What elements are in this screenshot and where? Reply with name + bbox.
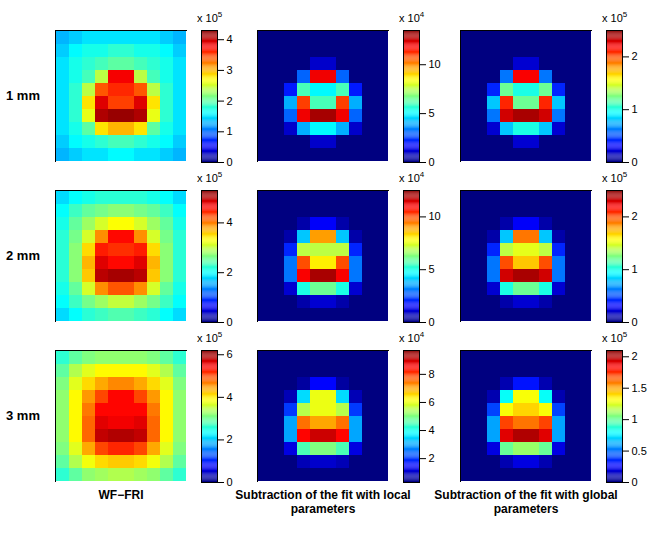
svg-text:0: 0 bbox=[227, 476, 233, 488]
html-text:WF−FRI: WF−FRI bbox=[98, 488, 144, 502]
svg-text:2: 2 bbox=[632, 50, 638, 62]
svg-text:0.5: 0.5 bbox=[632, 445, 647, 457]
svg-text:0: 0 bbox=[429, 316, 435, 328]
html-text:4: 4 bbox=[419, 10, 425, 19]
svg-text:0: 0 bbox=[227, 316, 233, 328]
html-text:4: 4 bbox=[419, 330, 425, 339]
svg-text:2: 2 bbox=[632, 210, 638, 222]
html-text:2 mm: 2 mm bbox=[6, 248, 40, 263]
svg-text:6: 6 bbox=[429, 396, 435, 408]
svg-text:2: 2 bbox=[227, 266, 233, 278]
svg-text:1: 1 bbox=[227, 125, 233, 137]
svg-text:2: 2 bbox=[227, 95, 233, 107]
html-text:x 10: x 10 bbox=[399, 171, 420, 184]
svg-text:1.5: 1.5 bbox=[632, 382, 647, 394]
svg-text:0: 0 bbox=[429, 156, 435, 168]
html-text:x 10: x 10 bbox=[602, 171, 623, 184]
svg-text:8: 8 bbox=[429, 368, 435, 380]
svg-text:2: 2 bbox=[429, 452, 435, 464]
svg-text:2: 2 bbox=[632, 350, 638, 362]
html-text:Subtraction of the fit with gl: Subtraction of the fit with global param… bbox=[434, 488, 618, 516]
html-text:4: 4 bbox=[419, 170, 425, 179]
svg-text:4: 4 bbox=[227, 216, 233, 228]
svg-text:1: 1 bbox=[632, 413, 638, 425]
html-text:x 10: x 10 bbox=[197, 331, 218, 344]
svg-text:4: 4 bbox=[227, 391, 233, 403]
html-text:x 10: x 10 bbox=[602, 11, 623, 24]
html-text:5: 5 bbox=[217, 10, 223, 19]
svg-text:1: 1 bbox=[632, 263, 638, 275]
svg-text:3: 3 bbox=[227, 64, 233, 76]
svg-text:0: 0 bbox=[632, 156, 638, 168]
svg-text:4: 4 bbox=[429, 424, 435, 436]
html-text:5: 5 bbox=[622, 10, 628, 19]
svg-text:2: 2 bbox=[227, 433, 233, 445]
html-text:5: 5 bbox=[217, 170, 223, 179]
svg-text:0: 0 bbox=[632, 476, 638, 488]
svg-text:10: 10 bbox=[429, 210, 441, 222]
html-text:x 10: x 10 bbox=[399, 331, 420, 344]
svg-text:1: 1 bbox=[632, 103, 638, 115]
html-text:x 10: x 10 bbox=[399, 11, 420, 24]
svg-text:4: 4 bbox=[227, 33, 233, 45]
svg-text:10: 10 bbox=[429, 58, 441, 70]
html-text:5: 5 bbox=[622, 170, 628, 179]
html-text:3 mm: 3 mm bbox=[6, 408, 40, 423]
html-text:x 10: x 10 bbox=[602, 331, 623, 344]
html-text:5: 5 bbox=[217, 330, 223, 339]
html-text:x 10: x 10 bbox=[197, 171, 218, 184]
svg-text:0: 0 bbox=[632, 316, 638, 328]
html-text:1 mm: 1 mm bbox=[6, 88, 40, 103]
svg-text:0: 0 bbox=[227, 156, 233, 168]
svg-text:5: 5 bbox=[429, 107, 435, 119]
html-text:x 10: x 10 bbox=[197, 11, 218, 24]
svg-text:5: 5 bbox=[429, 263, 435, 275]
html-text:Subtraction of the fit with lo: Subtraction of the fit with local parame… bbox=[235, 488, 411, 516]
html-text:5: 5 bbox=[622, 330, 628, 339]
svg-text:6: 6 bbox=[227, 348, 233, 360]
